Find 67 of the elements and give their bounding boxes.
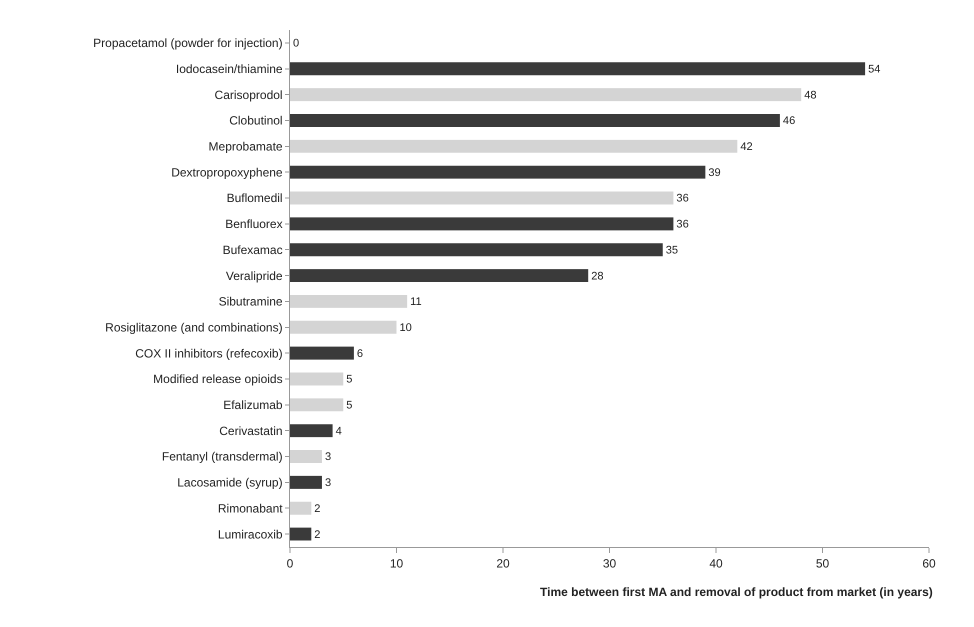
data-label: 48: [804, 89, 817, 102]
bar: [290, 217, 674, 230]
y-tick-label: Meprobamate: [208, 140, 283, 154]
x-tick-label: 0: [286, 556, 294, 570]
data-label: 2: [314, 528, 320, 541]
y-tick-label: Lumiracoxib: [218, 527, 283, 542]
bar: [290, 294, 408, 308]
y-tick-label: Dextropropoxyphene: [171, 165, 283, 180]
y-tick-label: Clobutinol: [229, 114, 283, 128]
bar: [290, 346, 354, 360]
bar: [290, 166, 706, 179]
y-tick-label: Modified release opioids: [153, 372, 283, 386]
data-label: 36: [676, 218, 689, 231]
bar: [290, 62, 866, 76]
data-label: 42: [740, 141, 753, 154]
x-tick-label: 50: [816, 556, 830, 570]
data-label: 0: [293, 38, 300, 50]
x-tick-label: 20: [496, 556, 510, 570]
y-tick-label: Bufexamac: [222, 242, 283, 257]
bar: [290, 192, 674, 204]
data-label: 5: [346, 374, 352, 386]
x-tick-label: 40: [709, 556, 723, 570]
y-tick-label: Iodocasein/thiamine: [176, 62, 283, 76]
bar: [290, 528, 312, 541]
data-label: 28: [591, 270, 604, 282]
bar: [290, 476, 322, 489]
x-tick-label: 10: [390, 556, 404, 570]
y-tick-label: Benfluorex: [225, 217, 283, 232]
y-tick-label: Propacetamol (powder for injection): [93, 36, 283, 50]
y-tick-label: Cerivastatin: [219, 424, 283, 438]
data-label: 54: [868, 63, 880, 76]
y-tick-label: COX II inhibitors (refecoxib): [135, 346, 283, 360]
bar: [290, 88, 802, 102]
bar: [290, 502, 312, 515]
bar: [290, 269, 588, 282]
bar: [290, 424, 333, 438]
x-tick-label: 30: [602, 556, 616, 570]
x-tick-label: 60: [922, 556, 936, 570]
bar: [290, 114, 780, 127]
y-tick-label: Sibutramine: [218, 294, 283, 309]
data-label: 11: [410, 296, 422, 308]
data-label: 4: [336, 425, 342, 438]
bar: [290, 372, 344, 386]
y-tick-label: Lacosamide (syrup): [177, 476, 283, 490]
data-label: 3: [324, 477, 332, 490]
data-label: 6: [356, 348, 364, 360]
data-label: 39: [708, 166, 721, 179]
bar: [290, 140, 738, 153]
y-tick-label: Efalizumab: [223, 398, 283, 412]
data-label: 3: [324, 451, 332, 464]
bar: [290, 243, 663, 256]
data-label: 2: [314, 502, 320, 515]
data-label: 36: [676, 192, 689, 205]
x-axis-title: Time between first MA and removal of product from market (in years): [540, 585, 933, 599]
bar: [290, 398, 344, 412]
data-label: 5: [346, 400, 352, 412]
bar: [290, 450, 322, 463]
y-tick-label: Rosiglitazone (and combinations): [105, 320, 283, 334]
y-tick-label: Carisoprodol: [214, 88, 283, 102]
data-label: 10: [400, 322, 412, 334]
data-label: 46: [782, 115, 796, 128]
y-tick-label: Fentanyl (transdermal): [162, 450, 283, 464]
y-tick-label: Buflomedil: [226, 191, 283, 206]
y-tick-label: Veralipride: [226, 268, 283, 283]
data-label: 35: [666, 244, 678, 256]
y-tick-label: Rimonabant: [218, 501, 284, 516]
bar: [290, 320, 396, 334]
